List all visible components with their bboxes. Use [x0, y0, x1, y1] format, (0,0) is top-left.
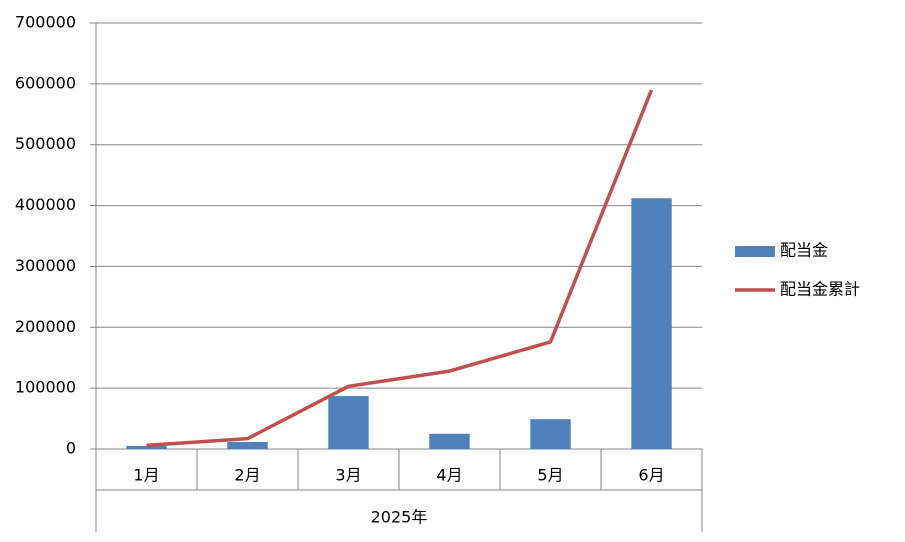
x-tick-label: 1月 — [133, 466, 159, 485]
bar — [126, 445, 167, 449]
x-tick-label: 2月 — [234, 466, 260, 485]
legend-swatch — [735, 246, 775, 257]
x-tick-label: 4月 — [436, 466, 462, 485]
bar — [429, 433, 470, 449]
bar — [631, 198, 672, 449]
x-tick-label: 3月 — [335, 466, 361, 485]
y-tick-label: 200000 — [15, 317, 76, 336]
bar — [227, 442, 268, 449]
legend-label: 配当金 — [780, 241, 828, 260]
line — [146, 89, 654, 448]
legend-label: 配当金累計 — [780, 280, 860, 299]
y-tick-label: 600000 — [15, 73, 76, 92]
y-tick-label: 400000 — [15, 195, 76, 214]
bar — [328, 396, 369, 449]
y-tick-label: 300000 — [15, 256, 76, 275]
y-tick-label: 100000 — [15, 378, 76, 397]
x-group-label: 2025年 — [371, 508, 428, 527]
y-tick-label: 500000 — [15, 134, 76, 153]
x-tick-label: 6月 — [638, 466, 664, 485]
x-tick-label: 5月 — [537, 466, 563, 485]
bar — [530, 419, 571, 449]
y-tick-label: 0 — [66, 439, 76, 458]
y-tick-label: 700000 — [15, 13, 76, 32]
